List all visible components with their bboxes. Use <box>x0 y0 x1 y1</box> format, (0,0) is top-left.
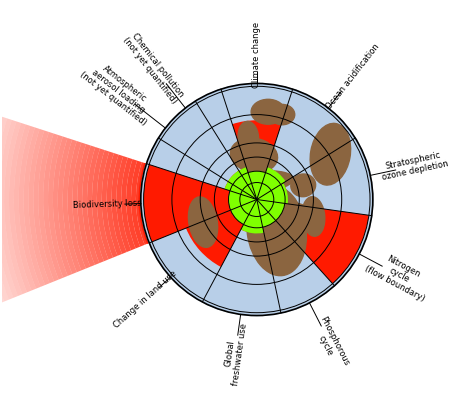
Wedge shape <box>107 153 122 256</box>
Wedge shape <box>241 200 264 233</box>
Wedge shape <box>97 150 113 259</box>
Ellipse shape <box>310 123 351 185</box>
Wedge shape <box>241 200 264 233</box>
Wedge shape <box>0 117 13 300</box>
Text: Nitrogen
cycle
(flow boundary): Nitrogen cycle (flow boundary) <box>363 247 436 304</box>
Wedge shape <box>228 167 257 200</box>
Ellipse shape <box>230 138 278 173</box>
Text: Change in land use: Change in land use <box>112 269 179 330</box>
Wedge shape <box>186 200 257 267</box>
Text: Atmospheric
aerosol loading
(not yet quantified): Atmospheric aerosol loading (not yet qua… <box>78 55 160 128</box>
Wedge shape <box>102 152 118 258</box>
Ellipse shape <box>231 171 293 192</box>
Wedge shape <box>225 171 257 200</box>
Text: Chemical pollution
(not yet quantified): Chemical pollution (not yet quantified) <box>121 30 187 106</box>
Ellipse shape <box>291 174 316 197</box>
Wedge shape <box>0 115 9 302</box>
Wedge shape <box>9 123 32 292</box>
Wedge shape <box>0 114 4 303</box>
Wedge shape <box>4 121 27 294</box>
Wedge shape <box>14 124 36 290</box>
Wedge shape <box>232 120 281 200</box>
Text: Phosphorous
cycle: Phosphorous cycle <box>310 315 351 371</box>
Wedge shape <box>257 200 302 266</box>
Wedge shape <box>111 154 127 254</box>
Wedge shape <box>144 164 257 242</box>
Wedge shape <box>19 126 41 289</box>
Circle shape <box>228 171 285 228</box>
Wedge shape <box>77 144 95 267</box>
Circle shape <box>141 83 373 316</box>
Wedge shape <box>73 142 91 269</box>
Wedge shape <box>92 148 109 261</box>
Ellipse shape <box>238 121 258 153</box>
Text: Biodiversity loss: Biodiversity loss <box>73 199 141 210</box>
Ellipse shape <box>302 197 325 236</box>
Wedge shape <box>257 167 286 200</box>
Wedge shape <box>126 159 140 249</box>
Wedge shape <box>0 120 22 296</box>
Text: Ocean acidification: Ocean acidification <box>324 42 381 111</box>
Wedge shape <box>28 129 50 285</box>
Text: Stratospheric
ozone depletion: Stratospheric ozone depletion <box>380 150 450 182</box>
Wedge shape <box>116 156 131 252</box>
Wedge shape <box>67 141 86 271</box>
Wedge shape <box>257 200 369 284</box>
Wedge shape <box>257 183 288 204</box>
Wedge shape <box>63 140 82 272</box>
Wedge shape <box>257 183 288 204</box>
Wedge shape <box>121 158 136 250</box>
Wedge shape <box>48 135 68 278</box>
Text: Climate change: Climate change <box>252 22 261 88</box>
Wedge shape <box>138 163 257 244</box>
Wedge shape <box>131 161 145 247</box>
Wedge shape <box>82 146 100 265</box>
Wedge shape <box>228 167 257 200</box>
Wedge shape <box>24 127 45 287</box>
Ellipse shape <box>290 203 309 218</box>
Ellipse shape <box>270 105 295 125</box>
Circle shape <box>228 171 285 228</box>
Wedge shape <box>58 138 77 274</box>
Ellipse shape <box>251 99 285 124</box>
Wedge shape <box>38 132 59 281</box>
Wedge shape <box>257 167 286 200</box>
Text: Global
freshwater use: Global freshwater use <box>221 321 249 386</box>
Wedge shape <box>43 134 63 280</box>
Wedge shape <box>53 136 72 276</box>
Ellipse shape <box>247 186 307 276</box>
Wedge shape <box>33 130 54 283</box>
Wedge shape <box>0 119 18 298</box>
Ellipse shape <box>189 197 218 247</box>
Wedge shape <box>136 162 149 245</box>
Wedge shape <box>225 171 257 200</box>
Wedge shape <box>87 147 104 263</box>
